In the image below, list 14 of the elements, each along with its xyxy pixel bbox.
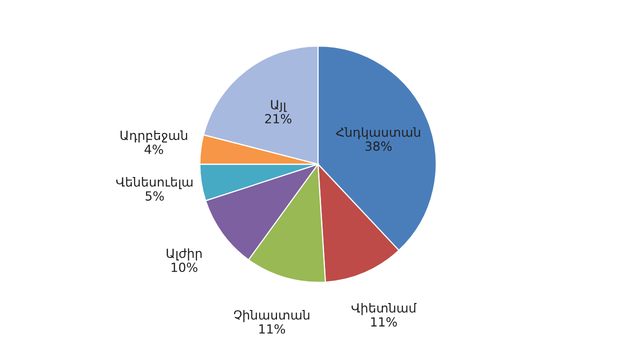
data-label: 10%	[172, 262, 198, 272]
slice-label: Այլ	[271, 100, 287, 112]
slice-label: Չինաստան	[234, 310, 310, 322]
data-label: 5%	[146, 191, 164, 201]
slice-label: Հնդկաստան	[336, 127, 420, 140]
slice-label: Ադրբեջան	[120, 130, 188, 142]
data-label: 38%	[365, 141, 392, 151]
data-label: 4%	[144, 144, 164, 154]
data-label: 11%	[371, 317, 397, 327]
data-label: 21%	[265, 114, 292, 124]
slice-label: Վիետնամ	[352, 302, 417, 316]
data-label: 11%	[259, 324, 286, 334]
slice-label: Վենեսուելա	[116, 177, 192, 190]
slice-label: Ալժիր	[166, 248, 202, 260]
